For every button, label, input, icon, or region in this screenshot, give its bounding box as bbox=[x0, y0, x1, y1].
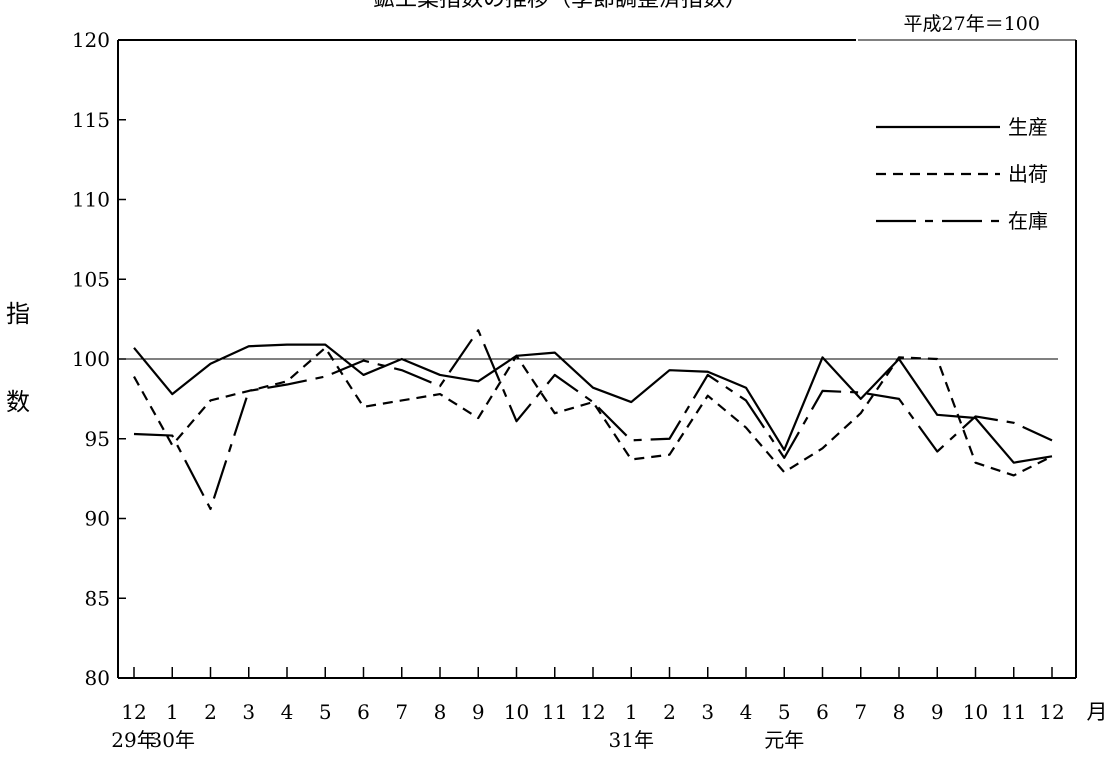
x-tick-label: 9 bbox=[931, 700, 944, 724]
x-tick-label: 12 bbox=[580, 700, 605, 724]
y-tick-label: 85 bbox=[85, 586, 110, 610]
year-label: 29年 bbox=[111, 728, 156, 752]
y-tick-label: 90 bbox=[85, 507, 110, 531]
y-tick-label: 115 bbox=[72, 108, 110, 132]
series-line-3 bbox=[133, 329, 1053, 511]
series-line-2 bbox=[133, 346, 1053, 477]
year-label: 元年 bbox=[764, 728, 804, 752]
x-tick-label: 12 bbox=[121, 700, 146, 724]
x-tick-label: 1 bbox=[166, 700, 179, 724]
x-tick-label: 7 bbox=[854, 700, 867, 724]
x-tick-label: 12 bbox=[1039, 700, 1064, 724]
y-tick-label: 100 bbox=[72, 347, 110, 371]
y-tick-label: 105 bbox=[72, 267, 110, 291]
y-tick-label: 80 bbox=[85, 666, 110, 690]
x-tick-label: 8 bbox=[893, 700, 906, 724]
x-tick-label: 8 bbox=[434, 700, 447, 724]
x-tick-label: 3 bbox=[701, 700, 714, 724]
legend-label: 出荷 bbox=[1008, 162, 1048, 186]
y-tick-label: 110 bbox=[72, 188, 110, 212]
x-tick-label: 11 bbox=[1001, 700, 1026, 724]
legend-label: 在庫 bbox=[1008, 209, 1048, 233]
x-tick-label: 4 bbox=[281, 700, 294, 724]
year-label: 30年 bbox=[150, 728, 195, 752]
series-line-1 bbox=[133, 343, 1053, 464]
y-tick-label: 95 bbox=[85, 427, 110, 451]
x-tick-label: 2 bbox=[663, 700, 676, 724]
chart-title: 鉱工業指数の推移（季節調整済指数） bbox=[373, 0, 747, 12]
x-unit-label: 月 bbox=[1087, 700, 1108, 724]
legend-label: 生産 bbox=[1008, 115, 1048, 139]
x-tick-label: 10 bbox=[963, 700, 988, 724]
y-axis-label-char: 指 bbox=[6, 300, 30, 328]
x-tick-label: 9 bbox=[472, 700, 485, 724]
y-tick-label: 120 bbox=[72, 28, 110, 52]
x-tick-label: 1 bbox=[625, 700, 638, 724]
x-tick-label: 11 bbox=[542, 700, 567, 724]
base-note: 平成27年＝100 bbox=[904, 13, 1040, 35]
x-tick-label: 6 bbox=[816, 700, 829, 724]
x-tick-label: 6 bbox=[357, 700, 370, 724]
x-tick-label: 5 bbox=[778, 700, 791, 724]
y-axis-label-char: 数 bbox=[6, 388, 30, 416]
x-tick-label: 10 bbox=[504, 700, 529, 724]
x-tick-label: 3 bbox=[242, 700, 255, 724]
year-label: 31年 bbox=[609, 728, 654, 752]
x-tick-label: 5 bbox=[319, 700, 332, 724]
x-tick-label: 2 bbox=[204, 700, 217, 724]
x-tick-label: 4 bbox=[740, 700, 753, 724]
x-tick-label: 7 bbox=[395, 700, 408, 724]
